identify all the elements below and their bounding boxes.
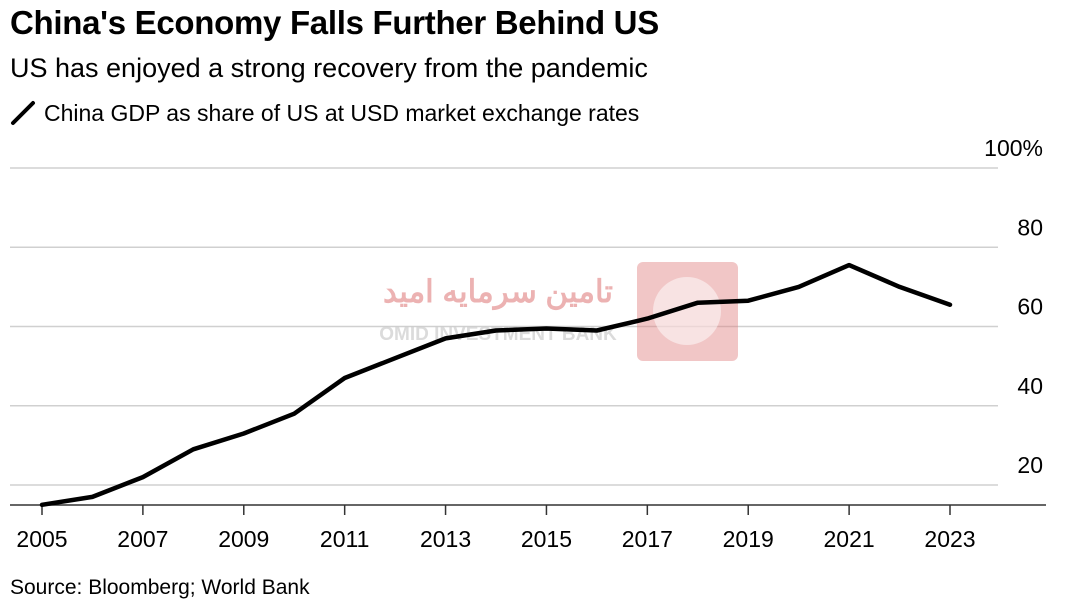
legend-label: China GDP as share of US at USD market e… [44, 99, 640, 126]
series-layer [39, 262, 953, 508]
x-tick-label: 2021 [824, 526, 875, 552]
x-tick-label: 2015 [521, 526, 572, 552]
series-line-china-gdp-share [39, 262, 953, 508]
y-axis-labels: 100% 80 60 40 20 [984, 135, 1043, 478]
source-note: Source: Bloomberg; World Bank [10, 576, 310, 599]
x-tick-label: 2023 [924, 526, 975, 552]
y-tick-label: 20 [1017, 452, 1043, 478]
x-tick-label: 2005 [16, 526, 67, 552]
x-tick-label: 2007 [117, 526, 168, 552]
gridlines [10, 167, 998, 486]
x-tick-label: 2017 [622, 526, 673, 552]
watermark-english-text: OMID INVESTMENT BANK [379, 324, 617, 345]
y-tick-label: 80 [1017, 214, 1043, 240]
watermark-logo-ring-icon [653, 277, 721, 345]
x-tick-label: 2019 [723, 526, 774, 552]
x-tick-label: 2013 [420, 526, 471, 552]
y-tick-label: 40 [1017, 373, 1043, 399]
chart-subtitle: US has enjoyed a strong recovery from th… [10, 53, 648, 83]
x-axis [10, 504, 1046, 515]
y-tick-label: 100% [984, 135, 1043, 161]
watermark-persian-text: تامین سرمایه امید [383, 274, 613, 311]
watermark: تامین سرمایه امید OMID INVESTMENT BANK [379, 262, 738, 361]
x-tick-label: 2009 [218, 526, 269, 552]
y-tick-label: 60 [1017, 294, 1043, 320]
legend-line-icon [11, 101, 35, 125]
chart-title: China's Economy Falls Further Behind US [10, 4, 659, 41]
x-tick-label: 2011 [320, 526, 369, 552]
legend: China GDP as share of US at USD market e… [10, 98, 639, 128]
x-axis-labels: 2005 2007 2009 2011 2013 2015 2017 2019 2021 2023 [16, 526, 975, 552]
